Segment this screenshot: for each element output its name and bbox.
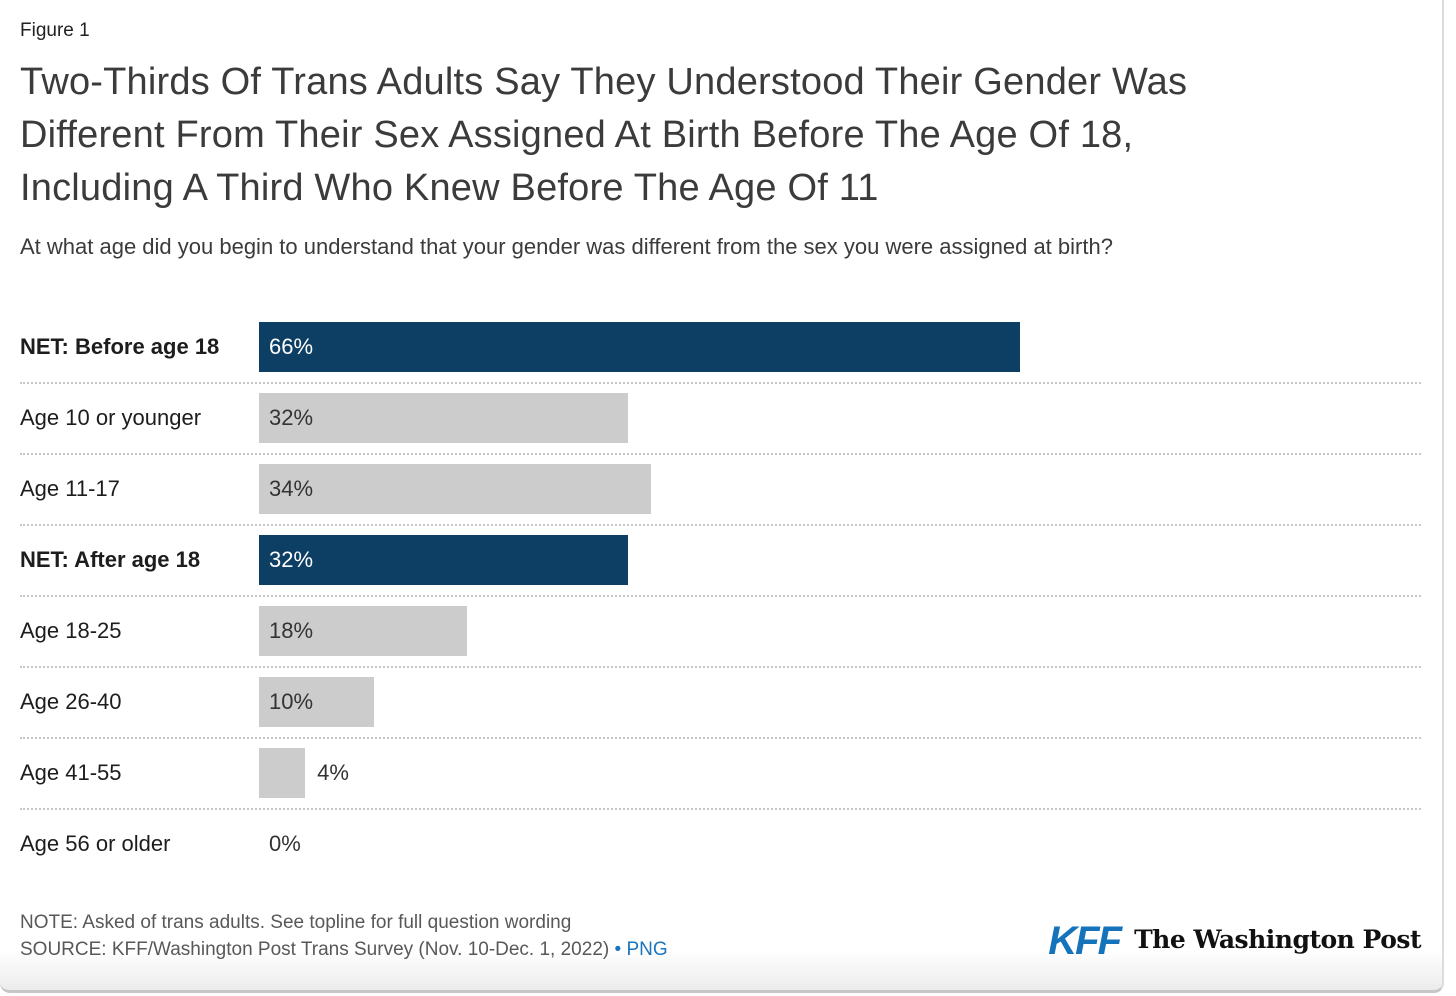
bar-track: 32%	[259, 535, 1412, 585]
bar-value-label: 4%	[317, 760, 349, 785]
bullet-separator: •	[614, 939, 622, 960]
row-separator	[20, 524, 1421, 526]
bar: 66%	[259, 322, 1020, 372]
bar-value-label: 18%	[269, 618, 314, 643]
chart-row: Age 56 or older 0%	[20, 819, 1421, 869]
bar-value-label: 66%	[269, 334, 314, 359]
row-separator	[20, 453, 1421, 455]
bar-track: 10%	[259, 677, 1412, 727]
bar-track: 18%	[259, 606, 1412, 656]
footer-notes: NOTE: Asked of trans adults. See topline…	[20, 909, 668, 963]
row-label: Age 11-17	[20, 476, 120, 501]
chart-row: Age 18-25 18%	[20, 606, 1421, 656]
source-text: SOURCE: KFF/Washington Post Trans Survey…	[20, 939, 615, 960]
bar-track: 0%	[259, 819, 1412, 869]
bar-chart: NET: Before age 18 66% Age 10 or younger…	[20, 322, 1421, 869]
row-label: NET: After age 18	[20, 547, 201, 572]
bar: 18%	[259, 606, 467, 656]
bar-value-label: 32%	[269, 547, 314, 572]
bar-value-label: 10%	[269, 689, 314, 714]
row-label: Age 18-25	[20, 618, 122, 643]
png-download-link[interactable]: PNG	[626, 939, 668, 960]
row-separator	[20, 382, 1421, 384]
row-separator	[20, 595, 1421, 597]
bar-value-label: 34%	[269, 476, 314, 501]
chart-row: NET: After age 18 32%	[20, 535, 1421, 585]
row-label: NET: Before age 18	[20, 334, 220, 359]
bar: 34%	[259, 464, 652, 514]
row-label: Age 10 or younger	[20, 405, 202, 430]
bar-track: 4%	[259, 748, 1412, 798]
chart-row: NET: Before age 18 66%	[20, 322, 1421, 372]
bar-track: 32%	[259, 393, 1412, 443]
footer: NOTE: Asked of trans adults. See topline…	[20, 909, 1421, 963]
chart-row: Age 10 or younger 32%	[20, 393, 1421, 443]
logos: KFF The Washington Post	[1048, 921, 1421, 963]
bar-value-label: 32%	[269, 405, 314, 430]
source-line: SOURCE: KFF/Washington Post Trans Survey…	[20, 936, 668, 963]
chart-title: Two-Thirds Of Trans Adults Say They Unde…	[20, 61, 1188, 209]
chart-row: Age 11-17 34%	[20, 464, 1421, 514]
bar: 10%	[259, 677, 375, 727]
washington-post-logo: The Washington Post	[1134, 925, 1421, 954]
note-line: NOTE: Asked of trans adults. See topline…	[20, 912, 572, 933]
row-label: Age 26-40	[20, 689, 122, 714]
row-separator	[20, 808, 1421, 810]
bar-value-label: 0%	[269, 831, 301, 856]
chart-row: Age 26-40 10%	[20, 677, 1421, 727]
bar	[259, 748, 306, 798]
bar-track: 66%	[259, 322, 1412, 372]
bar: 32%	[259, 535, 628, 585]
row-separator	[20, 737, 1421, 739]
bar-track: 34%	[259, 464, 1412, 514]
chart-row: Age 41-55 4%	[20, 748, 1421, 798]
figure-label: Figure 1	[20, 20, 90, 41]
row-label: Age 41-55	[20, 760, 122, 785]
kff-logo: KFF	[1048, 919, 1122, 963]
row-separator	[20, 666, 1421, 668]
row-label: Age 56 or older	[20, 831, 171, 856]
chart-subtitle: At what age did you begin to understand …	[20, 234, 1113, 259]
bar: 32%	[259, 393, 628, 443]
